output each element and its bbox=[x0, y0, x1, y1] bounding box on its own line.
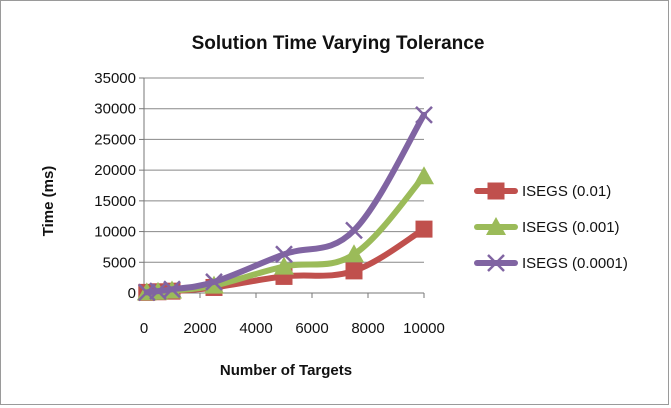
legend-item: ISEGS (0.0001) bbox=[474, 254, 628, 272]
y-tick-label: 15000 bbox=[94, 193, 136, 210]
series-layer bbox=[136, 105, 434, 302]
y-axis-tick-labels: 0 5000 10000 15000 20000 25000 30000 35000 bbox=[94, 70, 136, 302]
legend: ISEGS (0.01) ISEGS (0.001) ISEGS (0.0001) bbox=[474, 182, 628, 272]
x-tick-label: 6000 bbox=[295, 320, 328, 337]
legend-item: ISEGS (0.001) bbox=[474, 217, 620, 236]
legend-marker bbox=[486, 217, 506, 235]
data-point bbox=[274, 256, 294, 275]
chart-title: Solution Time Varying Tolerance bbox=[192, 33, 485, 54]
data-point bbox=[205, 273, 223, 291]
x-axis-title: Number of Targets bbox=[220, 362, 352, 379]
x-tick-label: 2000 bbox=[183, 320, 216, 337]
legend-marker bbox=[487, 182, 505, 200]
y-tick-label: 5000 bbox=[103, 254, 136, 271]
legend-label: ISEGS (0.01) bbox=[522, 183, 611, 200]
data-point bbox=[414, 166, 434, 185]
data-point bbox=[275, 245, 293, 264]
y-axis-title: Time (ms) bbox=[40, 166, 57, 237]
x-tick-label: 0 bbox=[140, 320, 148, 337]
y-tick-label: 0 bbox=[128, 285, 136, 302]
gridlines bbox=[144, 77, 424, 263]
data-point bbox=[415, 220, 433, 238]
y-tick-label: 35000 bbox=[94, 70, 136, 87]
data-point bbox=[163, 280, 181, 299]
y-tick-label: 20000 bbox=[94, 162, 136, 179]
data-point bbox=[345, 221, 363, 240]
series-3 bbox=[137, 105, 433, 302]
data-point bbox=[344, 244, 364, 263]
legend-label: ISEGS (0.0001) bbox=[522, 255, 628, 272]
legend-marker bbox=[487, 254, 505, 272]
x-tick-label: 4000 bbox=[239, 320, 272, 337]
x-tick-label: 8000 bbox=[351, 320, 384, 337]
data-point bbox=[345, 262, 363, 280]
x-tick-label: 10000 bbox=[403, 320, 445, 337]
x-axis-tick-labels: 0 2000 4000 6000 8000 10000 bbox=[140, 320, 445, 337]
y-tick-label: 30000 bbox=[94, 101, 136, 118]
axes bbox=[139, 77, 425, 298]
legend-item: ISEGS (0.01) bbox=[474, 182, 611, 200]
legend-label: ISEGS (0.001) bbox=[522, 219, 620, 236]
y-tick-label: 25000 bbox=[94, 131, 136, 148]
y-tick-label: 10000 bbox=[94, 224, 136, 241]
data-point bbox=[415, 105, 433, 124]
